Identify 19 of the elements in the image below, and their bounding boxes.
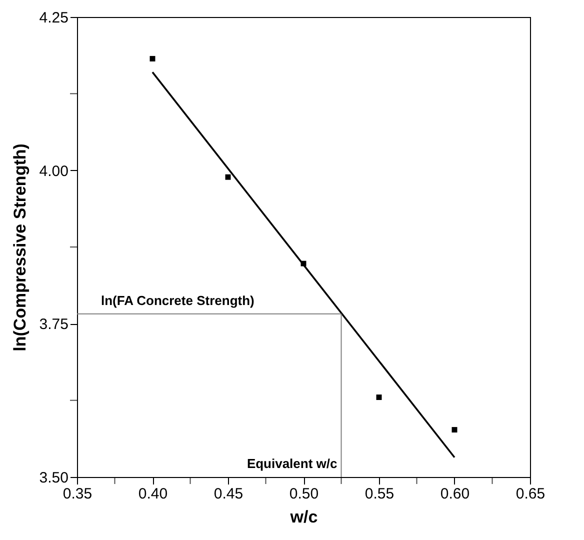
- y-tick-label: 3.75: [39, 316, 68, 334]
- y-axis-title: ln(Compressive Strength): [10, 144, 30, 352]
- point: [225, 174, 231, 180]
- x-tick-label: 0.50: [289, 486, 319, 502]
- point: [150, 56, 156, 62]
- y-tick-label: 4.00: [39, 162, 68, 180]
- x-tick-label: 0.40: [138, 486, 168, 502]
- point: [376, 394, 382, 400]
- ref-line-label: ln(FA Concrete Strength): [101, 292, 254, 308]
- x-tick-label: 0.60: [440, 486, 470, 502]
- x-tick-label: 0.35: [62, 486, 92, 502]
- x-axis-title: w/c: [289, 508, 318, 526]
- x-tick-label: 0.55: [364, 486, 394, 502]
- y-tick-label: 3.50: [39, 470, 68, 486]
- x-tick-label: 0.65: [516, 486, 546, 502]
- ref-line-label: Equivalent w/c: [246, 456, 338, 471]
- y-tick-label: 4.25: [39, 10, 68, 26]
- point: [452, 427, 458, 433]
- x-tick-label: 0.45: [214, 486, 244, 502]
